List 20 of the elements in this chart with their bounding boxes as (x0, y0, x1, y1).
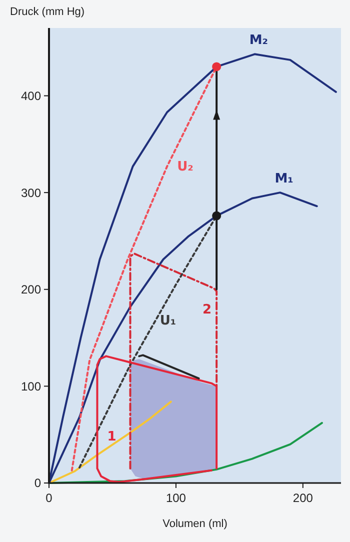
series-label: M₂ (249, 33, 268, 48)
y-tick-label: 400 (20, 88, 42, 103)
line-series (48, 422, 323, 484)
x-tick-label: 200 (292, 491, 314, 505)
series-label: 2 (202, 302, 212, 318)
x-tick-label: 0 (46, 491, 53, 505)
line-series (129, 252, 218, 470)
y-tick-label: 200 (20, 282, 42, 297)
y-axis-title: Druck (mm Hg) (10, 6, 85, 18)
y-tick-label: 100 (20, 379, 42, 394)
line-series (96, 355, 218, 484)
y-tick-label: 300 (20, 186, 42, 200)
line-series (48, 400, 172, 484)
series-label: 1 (107, 429, 116, 444)
series-label: M₁ (274, 172, 294, 187)
y-tick-label: 0 (34, 476, 42, 490)
x-axis-title: Volumen (ml) (162, 518, 228, 530)
series-label: U₁ (160, 314, 176, 329)
series-label: U₂ (177, 159, 194, 174)
x-tick-label: 100 (166, 491, 186, 505)
